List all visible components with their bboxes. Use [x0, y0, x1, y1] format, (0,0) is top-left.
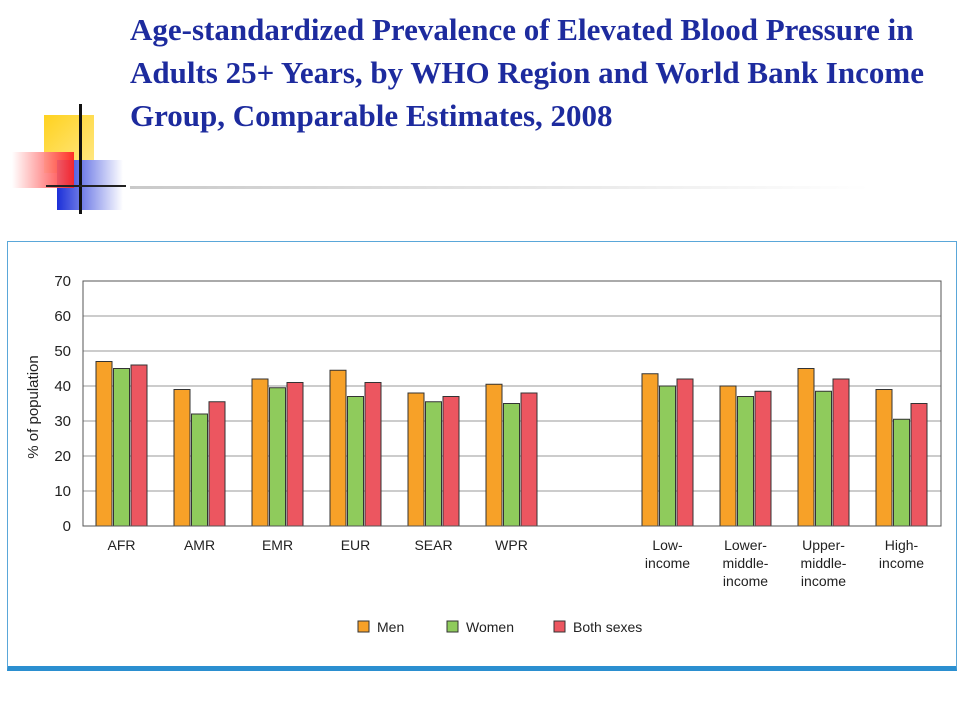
y-axis-label: % of population [25, 355, 42, 458]
bar-women [893, 418, 910, 527]
x-tick-label: EMR [262, 537, 293, 553]
bar-chart: 0 10 20 30 40 50 60 70 AFR AMR EMR EUR SEAR WPR Low-in… [25, 273, 942, 635]
bar-men [251, 378, 269, 527]
y-tick-label: 30 [54, 413, 71, 430]
bar-women [425, 401, 442, 527]
bar-men [485, 383, 503, 527]
bar-both-sexes [286, 382, 304, 527]
bar-women [191, 413, 208, 527]
bar-both-sexes [910, 403, 928, 527]
x-tick-label: Lower- [724, 537, 767, 553]
legend-label: Men [377, 619, 404, 635]
x-tick-label: middle- [801, 555, 847, 571]
x-tick-label: income [723, 573, 768, 589]
bar-both-sexes [442, 396, 460, 527]
y-tick-label: 40 [54, 378, 71, 395]
plot-border [82, 280, 942, 527]
chart-frame: 0 10 20 30 40 50 60 70 AFR AMR EMR EUR SEAR WPR Low-in… [7, 241, 957, 671]
bar-women [503, 403, 520, 527]
bar-women [347, 396, 364, 527]
bar-women [269, 387, 286, 527]
y-tick-label: 60 [54, 308, 71, 325]
legend: Men Women Both sexes [357, 619, 642, 635]
x-tick-label: middle- [723, 555, 769, 571]
y-tick-label: 20 [54, 448, 71, 465]
legend-swatch [553, 620, 566, 633]
bar-both-sexes [754, 390, 772, 527]
bar-men [875, 389, 893, 527]
x-tick-label: Low- [652, 537, 683, 553]
x-tick-label: WPR [495, 537, 528, 553]
bar-both-sexes [832, 378, 850, 527]
title-divider [130, 186, 870, 189]
bar-both-sexes [520, 392, 538, 527]
legend-swatch [446, 620, 459, 633]
x-tick-label: income [879, 555, 924, 571]
bar-men [95, 361, 113, 527]
legend-label: Women [466, 619, 514, 635]
bar-both-sexes [208, 401, 226, 527]
y-tick-label: 10 [54, 483, 71, 500]
logo-square-red [12, 152, 74, 188]
bar-both-sexes [364, 382, 382, 527]
bar-women [737, 396, 754, 527]
bar-men [641, 373, 659, 527]
bar-men [173, 389, 191, 527]
legend-swatch [357, 620, 370, 633]
x-tick-label: High- [885, 537, 919, 553]
bar-men [797, 368, 815, 527]
x-tick-label: SEAR [414, 537, 452, 553]
bar-women [659, 385, 676, 527]
bar-men [719, 385, 737, 527]
x-tick-label: EUR [341, 537, 371, 553]
logo-horizontal-line [46, 185, 126, 187]
slide-title: Age-standardized Prevalence of Elevated … [130, 12, 924, 133]
x-tick-label: Upper- [802, 537, 845, 553]
bar-men [329, 369, 347, 527]
y-tick-label: 0 [63, 518, 71, 535]
bar-both-sexes [676, 378, 694, 527]
y-tick-label: 50 [54, 343, 71, 360]
bar-men [407, 392, 425, 527]
x-tick-label: AFR [108, 537, 136, 553]
x-tick-label: AMR [184, 537, 215, 553]
x-tick-label: income [645, 555, 690, 571]
bar-women [113, 368, 130, 527]
bar-women [815, 390, 832, 527]
bar-both-sexes [130, 364, 148, 527]
x-tick-label: income [801, 573, 846, 589]
y-tick-label: 70 [54, 273, 71, 290]
legend-label: Both sexes [573, 619, 642, 635]
logo-vertical-line [79, 104, 82, 214]
axes: 0 10 20 30 40 50 60 70 AFR AMR EMR EUR SEAR WPR Low-in… [54, 273, 942, 589]
